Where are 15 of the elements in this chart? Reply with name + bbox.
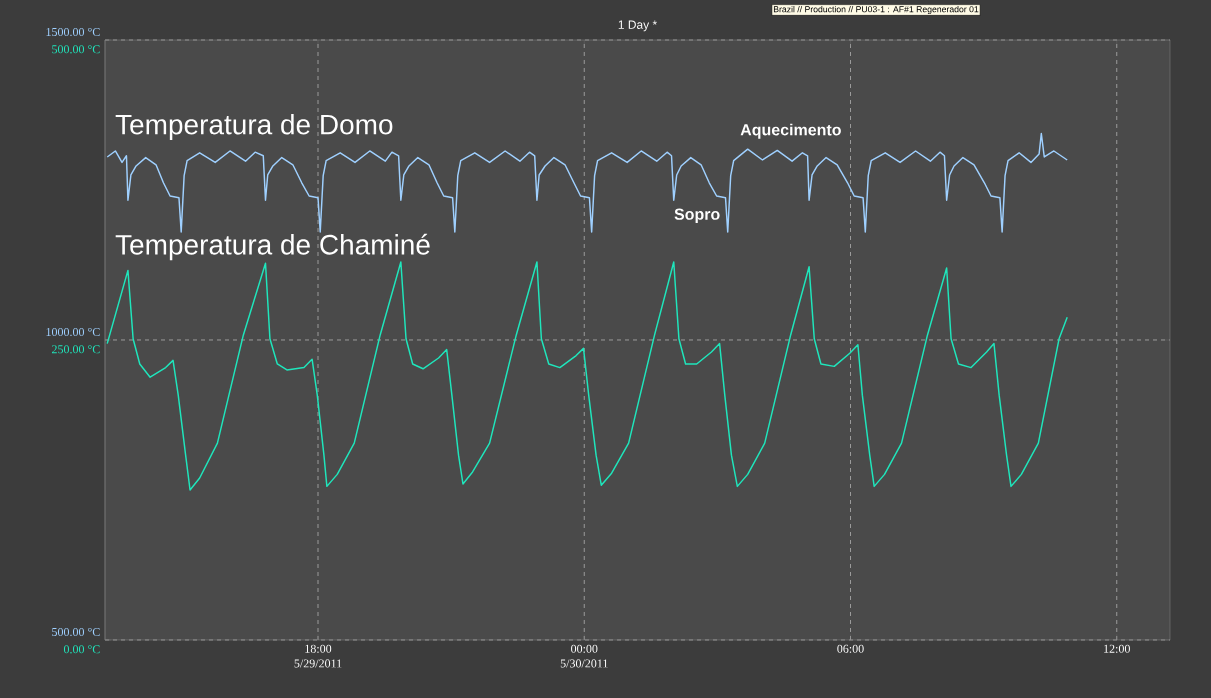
x-tick-label: 18:00 5/29/2011 <box>294 644 342 668</box>
annotation: Sopro <box>674 208 720 224</box>
annotation: Aquecimento <box>740 123 841 139</box>
y-tick-label: 500.00 °C <box>52 627 100 637</box>
x-tick-label: 06:00 <box>837 644 864 653</box>
y-tick-label: 1500.00 °C <box>46 27 100 37</box>
x-tick-label: 00:00 5/30/2011 <box>560 644 608 668</box>
chart-title: 1 Day * <box>618 20 657 32</box>
y2-tick-label: 250.00 °C <box>52 345 100 354</box>
y2-tick-label: 0.00 °C <box>63 645 100 654</box>
y-tick-label: 1000.00 °C <box>46 327 100 337</box>
text: Brazil // Production // PU03-1 : AF#1 Regenerador 01 <box>773 5 979 15</box>
series-label: Temperatura de Chaminé <box>115 233 430 261</box>
series-label: Temperatura de Domo <box>115 113 393 141</box>
x-tick-label: 12:00 <box>1104 644 1130 653</box>
